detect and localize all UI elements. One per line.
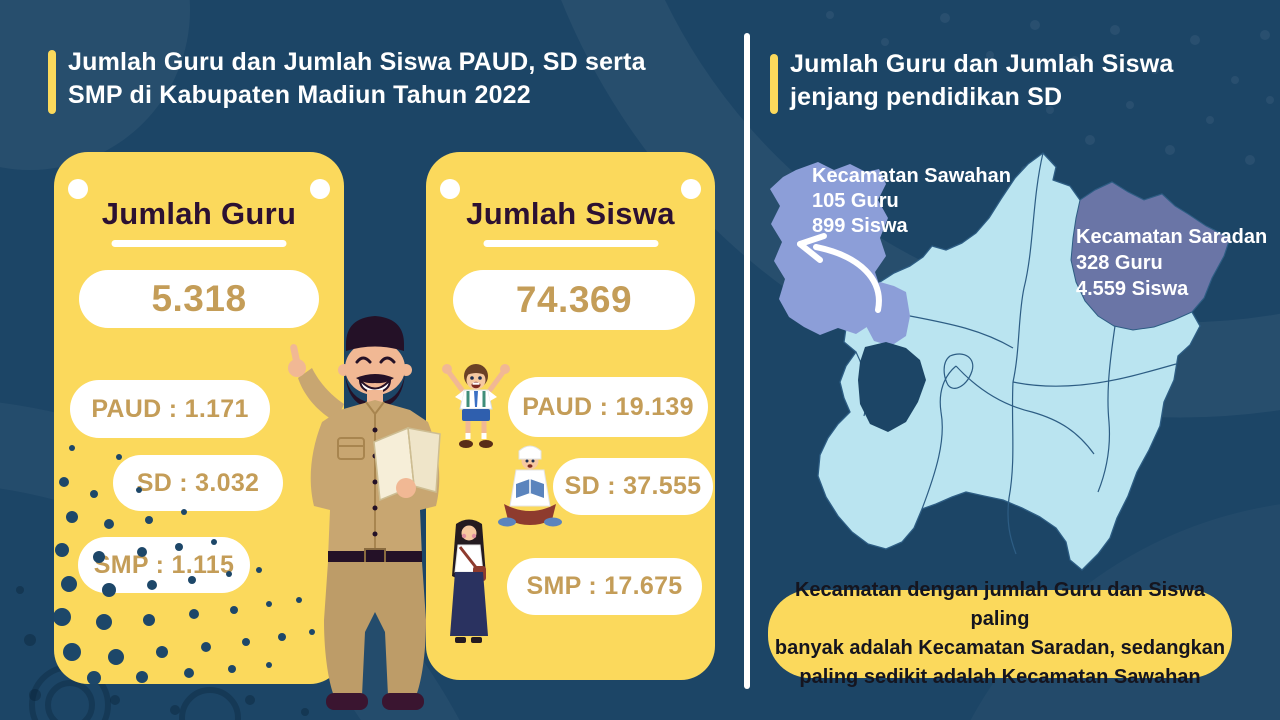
note-line3: paling sedikit adalah Kecamatan Sawahan bbox=[799, 666, 1201, 688]
map-region-sawahan-small bbox=[864, 282, 910, 346]
siswa-sd-pill: SD : 37.555 bbox=[553, 458, 713, 515]
conclusion-note: Kecamatan dengan jumlah Guru dan Siswa p… bbox=[768, 579, 1232, 688]
map-region-city-gap bbox=[858, 342, 926, 432]
right-title-accent-bar bbox=[770, 54, 778, 114]
card-title-underline bbox=[111, 240, 287, 247]
right-title-line2: jenjang pendidikan SD bbox=[790, 83, 1063, 111]
sawahan-callout-arrow bbox=[797, 233, 882, 313]
reading-student-illustration bbox=[498, 445, 562, 527]
siswa-total-pill: 74.369 bbox=[453, 270, 695, 330]
left-title-line1: Jumlah Guru dan Jumlah Siswa PAUD, SD se… bbox=[68, 48, 646, 76]
left-title-line2: SMP di Kabupaten Madiun Tahun 2022 bbox=[68, 81, 531, 109]
sawahan-label-name: Kecamatan Sawahan bbox=[812, 165, 1011, 187]
saradan-label-guru: 328 Guru bbox=[1076, 252, 1163, 274]
girl-student-illustration bbox=[450, 519, 488, 643]
card-corner-dot bbox=[68, 179, 88, 199]
map-region-saradan bbox=[1070, 181, 1231, 331]
siswa-card-title: Jumlah Siswa bbox=[466, 196, 675, 231]
siswa-smp-pill: SMP : 17.675 bbox=[507, 558, 702, 615]
card-corner-dot bbox=[681, 179, 701, 199]
madiun-district-map: Kecamatan Sawahan 105 Guru 899 Siswa Kec… bbox=[770, 152, 1267, 571]
cheering-student-illustration bbox=[442, 364, 510, 448]
note-line2: banyak adalah Kecamatan Saradan, sedangk… bbox=[774, 637, 1226, 659]
card-corner-dot bbox=[310, 179, 330, 199]
right-panel-title: Jumlah Guru dan Jumlah Siswa jenjang pen… bbox=[790, 48, 1173, 114]
sawahan-label-siswa: 899 Siswa bbox=[812, 215, 909, 237]
card-title-underline bbox=[483, 240, 658, 247]
left-panel-title: Jumlah Guru dan Jumlah Siswa PAUD, SD se… bbox=[68, 46, 646, 112]
guru-sd-pill: SD : 3.032 bbox=[113, 455, 283, 511]
panel-divider bbox=[744, 33, 750, 689]
note-line1: Kecamatan dengan jumlah Guru dan Siswa p… bbox=[794, 579, 1206, 630]
left-title-accent-bar bbox=[48, 50, 56, 114]
guru-paud-pill: PAUD : 1.171 bbox=[70, 380, 270, 438]
sawahan-label-guru: 105 Guru bbox=[812, 190, 899, 212]
right-title-line1: Jumlah Guru dan Jumlah Siswa bbox=[790, 50, 1174, 78]
guru-card: Jumlah Guru 5.318 PAUD : 1.171 SD : 3.03… bbox=[54, 152, 344, 684]
card-dots-texture bbox=[54, 445, 315, 684]
siswa-paud-pill: PAUD : 19.139 bbox=[508, 377, 708, 437]
teacher-illustration bbox=[288, 316, 441, 710]
saradan-label-name: Kecamatan Saradan bbox=[1076, 226, 1267, 248]
saradan-label-siswa: 4.559 Siswa bbox=[1076, 278, 1189, 300]
card-corner-dot bbox=[440, 179, 460, 199]
guru-total-pill: 5.318 bbox=[79, 270, 319, 328]
guru-card-title: Jumlah Guru bbox=[101, 196, 297, 231]
